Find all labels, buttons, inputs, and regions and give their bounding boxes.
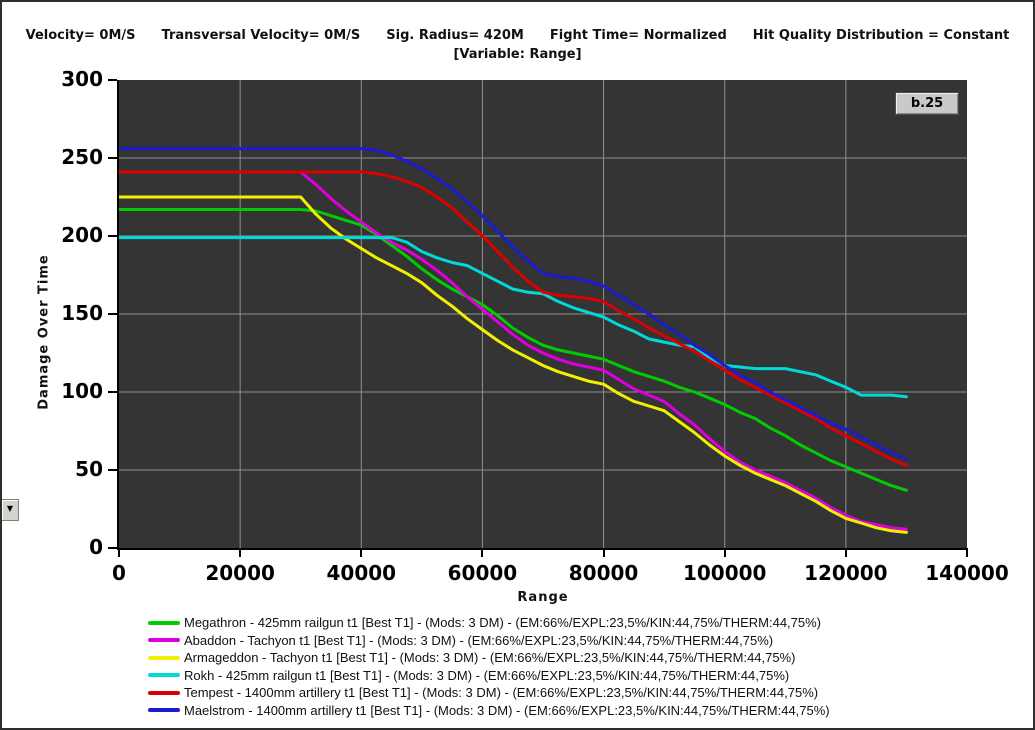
legend-item-armageddon: Armageddon - Tachyon t1 [Best T1] - (Mod… — [148, 649, 830, 667]
x-tick-label: 40000 — [326, 561, 397, 585]
x-tick-label: 0 — [112, 561, 126, 585]
x-axis-tick — [118, 548, 120, 557]
legend-swatch — [148, 690, 180, 695]
param-hit-quality: Hit Quality Distribution = Constant — [752, 28, 1010, 43]
legend-swatch — [148, 638, 180, 643]
y-tick-label: 100 — [61, 379, 103, 403]
y-axis-tick — [108, 391, 117, 393]
legend-item-rokh: Rokh - 425mm railgun t1 [Best T1] - (Mod… — [148, 667, 830, 685]
chart-canvas — [119, 80, 967, 548]
x-tick-label: 80000 — [568, 561, 639, 585]
legend-item-abaddon: Abaddon - Tachyon t1 [Best T1] - (Mods: … — [148, 632, 830, 650]
x-axis-tick — [602, 548, 605, 557]
x-tick-label: 120000 — [804, 561, 888, 585]
legend-swatch — [148, 708, 180, 713]
y-axis-tick — [108, 235, 117, 237]
series-line-rokh — [119, 236, 908, 399]
x-tick-label: 60000 — [447, 561, 518, 585]
param-velocity: Velocity= 0M/S — [25, 28, 136, 43]
y-axis-tick — [108, 547, 117, 549]
series-line-tempest — [119, 170, 908, 467]
series-line-armageddon — [119, 195, 908, 534]
y-axis-tick — [108, 157, 117, 159]
legend-label: Tempest - 1400mm artillery t1 [Best T1] … — [184, 685, 819, 701]
legend-item-tempest: Tempest - 1400mm artillery t1 [Best T1] … — [148, 684, 830, 702]
chart-variable-line: [Variable: Range] — [453, 47, 582, 62]
y-axis-tick — [108, 79, 117, 81]
legend-item-megathron: Megathron - 425mm railgun t1 [Best T1] -… — [148, 614, 830, 632]
y-tick-label: 250 — [61, 145, 103, 169]
x-axis-title: Range — [517, 590, 569, 605]
param-fight-time: Fight Time= Normalized — [549, 28, 727, 43]
y-axis-tick — [108, 313, 117, 315]
gridlines — [119, 80, 967, 548]
x-tick-label: 140000 — [925, 561, 1009, 585]
y-axis-tick — [108, 469, 117, 471]
legend-swatch — [148, 673, 180, 678]
version-badge: b.25 — [895, 92, 959, 115]
series-line-megathron — [119, 208, 908, 492]
x-axis-tick — [844, 548, 847, 557]
series-line-abaddon — [119, 170, 908, 531]
legend-label: Rokh - 425mm railgun t1 [Best T1] - (Mod… — [184, 667, 790, 683]
param-transversal-velocity: Transversal Velocity= 0M/S — [161, 28, 361, 43]
legend-swatch — [148, 620, 180, 625]
dropdown-button[interactable]: ▼ — [2, 499, 19, 521]
series-line-maelstrom — [119, 147, 908, 461]
y-tick-label: 300 — [61, 67, 103, 91]
legend-label: Armageddon - Tachyon t1 [Best T1] - (Mod… — [184, 650, 796, 666]
x-axis-tick — [723, 548, 726, 557]
legend-item-maelstrom: Maelstrom - 1400mm artillery t1 [Best T1… — [148, 702, 830, 720]
legend-label: Abaddon - Tachyon t1 [Best T1] - (Mods: … — [184, 632, 774, 648]
y-tick-label: 0 — [89, 535, 103, 559]
y-tick-label: 200 — [61, 223, 103, 247]
legend-label: Maelstrom - 1400mm artillery t1 [Best T1… — [184, 702, 830, 718]
param-sig-radius: Sig. Radius= 420M — [386, 28, 524, 43]
chart-legend: Megathron - 425mm railgun t1 [Best T1] -… — [148, 614, 830, 719]
y-tick-label: 50 — [75, 457, 103, 481]
legend-swatch — [148, 655, 180, 660]
chart-parameters-line: Velocity= 0M/S Transversal Velocity= 0M/S… — [2, 28, 1033, 43]
y-tick-label: 150 — [61, 301, 103, 325]
x-tick-label: 20000 — [205, 561, 275, 585]
plot-area: 0 20000 40000 60000 80000 100000 120000 140000 0… — [61, 67, 1009, 585]
caret-down-icon: ▼ — [6, 504, 14, 513]
x-axis-tick — [481, 548, 484, 557]
x-axis-tick — [966, 548, 968, 557]
legend-label: Megathron - 425mm railgun t1 [Best T1] -… — [184, 615, 822, 631]
x-axis-tick — [360, 548, 363, 557]
x-tick-label: 100000 — [682, 561, 767, 585]
x-axis-tick — [239, 548, 242, 557]
